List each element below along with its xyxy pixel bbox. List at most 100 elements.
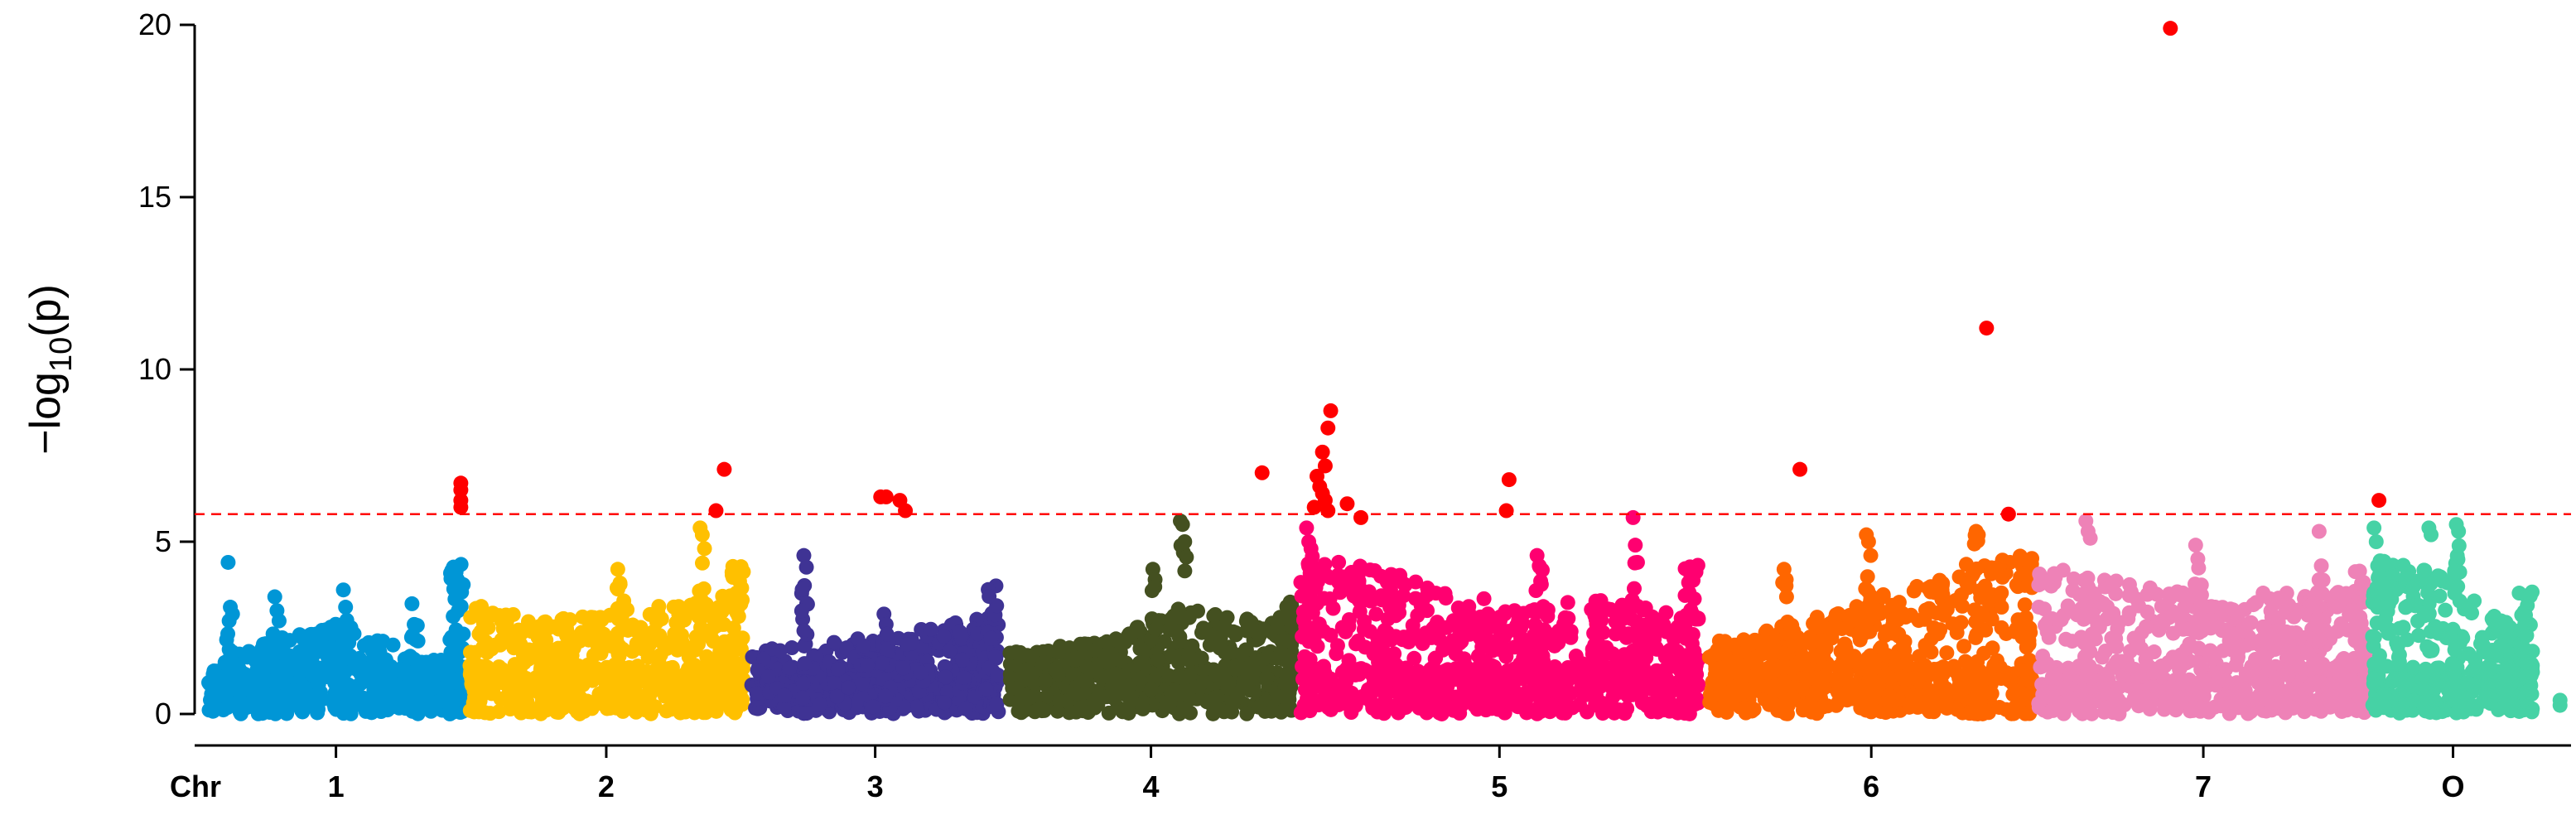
snp-point (1824, 630, 1840, 646)
snp-point (224, 656, 239, 672)
snp-point (1238, 614, 1254, 629)
snp-point (2255, 619, 2271, 634)
snp-point (723, 701, 739, 716)
snp-point (1322, 591, 1338, 607)
snp-point (1438, 591, 1454, 606)
snp-point (1717, 634, 1733, 649)
snp-point (1780, 614, 1796, 629)
x-tick-label: 1 (328, 769, 345, 803)
snp-point (987, 649, 1003, 664)
snp-point (419, 683, 435, 699)
snp-point (1634, 695, 1650, 711)
snp-point (271, 692, 287, 708)
snp-point (954, 652, 970, 668)
snp-point (1928, 581, 1944, 596)
snp-point (1665, 645, 1681, 661)
snp-point (338, 600, 354, 615)
snp-point (1528, 634, 1544, 649)
snp-point (1955, 598, 1971, 614)
snp-point (1974, 605, 1990, 621)
snp-point (567, 701, 582, 716)
snp-point (1213, 629, 1228, 645)
snp-point (2106, 575, 2121, 591)
snp-point (1945, 616, 1961, 632)
snp-point (1850, 626, 1866, 642)
snp-point (1814, 618, 1830, 634)
snp-point (1970, 533, 1985, 548)
snp-point (491, 704, 507, 720)
snp-point (1561, 659, 1576, 675)
snp-point (1912, 649, 1927, 664)
snp-point (782, 660, 798, 676)
snp-point (373, 672, 388, 687)
snp-point (1888, 656, 1903, 672)
snp-point (978, 681, 994, 697)
snp-point (956, 670, 972, 686)
snp-point (1778, 578, 1794, 594)
snp-point (610, 661, 626, 677)
snp-point (1407, 681, 1423, 697)
x-tick-label: 7 (2195, 769, 2212, 803)
snp-point (1830, 684, 1845, 700)
snp-point (1406, 650, 1422, 666)
snp-point (1176, 610, 1192, 626)
snp-point (2280, 668, 2296, 683)
snp-point (2052, 695, 2067, 711)
snp-point (467, 658, 483, 674)
snp-point (1778, 589, 1794, 605)
snp-point (1837, 636, 1853, 652)
snp-point (1776, 673, 1792, 689)
snp-point (1271, 688, 1286, 704)
snp-point (856, 638, 871, 654)
snp-point (1504, 694, 1520, 710)
x-tick-label: 5 (1491, 769, 1507, 803)
snp-point (1862, 682, 1878, 697)
snp-point (2191, 640, 2207, 656)
snp-point (765, 641, 780, 657)
snp-point (1862, 668, 1878, 683)
snp-point (1171, 629, 1187, 644)
snp-point (2221, 699, 2236, 715)
snp-point (936, 629, 952, 644)
snp-point (469, 605, 485, 621)
snp-point (697, 623, 712, 639)
snp-point (1118, 701, 1134, 716)
snp-point (446, 581, 461, 597)
snp-point (829, 688, 845, 704)
snp-point (1806, 700, 1821, 716)
snp-point (1101, 669, 1117, 685)
snp-point (1969, 627, 1985, 643)
snp-point (1448, 672, 1464, 687)
snp-point (1299, 520, 1315, 536)
snp-point (451, 629, 467, 644)
snp-point (1528, 605, 1544, 620)
snp-point (1961, 576, 1977, 591)
snp-point (826, 634, 842, 650)
snp-point (615, 686, 630, 702)
snp-point (491, 659, 507, 675)
snp-point (1680, 689, 1696, 705)
snp-point (1476, 591, 1492, 606)
snp-point (636, 627, 652, 643)
snp-point (1338, 682, 1353, 697)
snp-point (2264, 610, 2279, 625)
snp-point (841, 680, 856, 696)
snp-point (2260, 635, 2275, 651)
snp-point (309, 626, 325, 642)
snp-point (726, 620, 741, 636)
snp-point (1151, 652, 1166, 668)
snp-point (1638, 601, 1653, 616)
snp-point (1035, 655, 1051, 671)
snp-point (677, 612, 692, 628)
snp-point (1368, 606, 1384, 622)
snp-point (1649, 612, 1665, 628)
snp-point (1177, 563, 1193, 579)
snp-point (1779, 625, 1795, 641)
snp-point (1439, 620, 1454, 635)
snp-point (1563, 624, 1579, 639)
snp-point (1171, 706, 1187, 721)
snp-point (733, 596, 749, 612)
